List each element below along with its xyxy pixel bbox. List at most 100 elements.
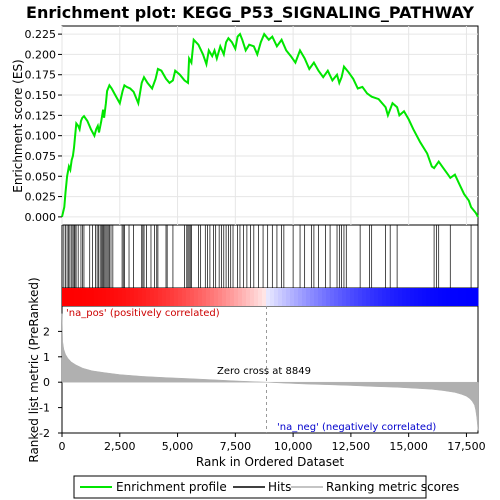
rank-band-segment — [286, 288, 291, 306]
rank-band-segment — [290, 288, 295, 306]
rank-band-segment — [118, 288, 123, 306]
rank-band-segment — [274, 288, 279, 306]
rank-band-segment — [338, 288, 343, 306]
rank-band-segment — [66, 288, 71, 306]
rank-band-segment — [334, 288, 339, 306]
rank-band-segment — [238, 288, 243, 306]
rank-band-segment — [414, 288, 419, 306]
legend-hits-label: Hits — [268, 480, 291, 494]
rank-band-segment — [322, 288, 327, 306]
rank-band-segment — [154, 288, 159, 306]
es-y-tick-label: 0.000 — [25, 211, 57, 224]
rank-band-segment — [382, 288, 387, 306]
rank-band-segment — [70, 288, 75, 306]
metric-y-tick-label: 2 — [43, 325, 50, 338]
rank-band-segment — [206, 288, 211, 306]
rank-band-segment — [442, 288, 447, 306]
rank-band-segment — [106, 288, 111, 306]
rank-band-segment — [226, 288, 231, 306]
es-y-tick-label: 0.150 — [25, 89, 57, 102]
rank-band-segment — [430, 288, 435, 306]
rank-band-segment — [362, 288, 367, 306]
x-tick-label: 2,500 — [104, 440, 136, 453]
x-tick-label: 15,000 — [389, 440, 428, 453]
rank-band-segment — [86, 288, 91, 306]
rank-band-segment — [470, 288, 475, 306]
rank-band-segment — [134, 288, 139, 306]
rank-band-segment — [230, 288, 235, 306]
rank-band-segment — [434, 288, 439, 306]
rank-band-segment — [102, 288, 107, 306]
rank-band-segment — [346, 288, 351, 306]
rank-band-segment — [390, 288, 395, 306]
rank-band-segment — [98, 288, 103, 306]
rank-band-segment — [438, 288, 443, 306]
rank-band-segment — [146, 288, 151, 306]
rank-band-segment — [266, 288, 271, 306]
enrichment-profile — [61, 32, 479, 218]
rank-band-segment — [114, 288, 119, 306]
rank-band-segment — [358, 288, 363, 306]
rank-band-segment — [374, 288, 379, 306]
rank-band-segment — [222, 288, 227, 306]
rank-band-segment — [82, 288, 87, 306]
rank-band-segment — [202, 288, 207, 306]
rank-band-segment — [214, 288, 219, 306]
x-tick-label: 10,000 — [274, 440, 313, 453]
ranking-metric-area — [61, 306, 479, 433]
rank-band-segment — [426, 288, 431, 306]
rank-band-segment — [258, 288, 263, 306]
chart-title: Enrichment plot: KEGG_P53_SIGNALING_PATH… — [26, 3, 474, 22]
rank-band-segment — [74, 288, 79, 306]
rank-band-segment — [466, 288, 471, 306]
rank-band-segment — [386, 288, 391, 306]
zero-cross-label: Zero cross at 8849 — [217, 366, 311, 377]
es-y-tick-label: 0.125 — [25, 109, 57, 122]
es-y-tick-label: 0.100 — [25, 130, 57, 143]
rank-band-segment — [306, 288, 311, 306]
rank-band-segment — [454, 288, 459, 306]
es-y-tick-label: 0.200 — [25, 48, 57, 61]
rank-band-segment — [394, 288, 399, 306]
rank-band-segment — [182, 288, 187, 306]
rank-band-segment — [130, 288, 135, 306]
rank-band-segment — [90, 288, 95, 306]
ranking-metric-fill — [61, 313, 479, 431]
legend-enrichment-label: Enrichment profile — [116, 480, 227, 494]
rank-band-segment — [246, 288, 251, 306]
es-y-tick-label: 0.050 — [25, 170, 57, 183]
rank-band-segment — [370, 288, 375, 306]
rank-band-segment — [398, 288, 403, 306]
neg-correlated-label: 'na_neg' (negatively correlated) — [277, 422, 436, 433]
es-y-axis: 0.000 0.025 0.050 0.075 0.100 0.125 0.150 0.175… — [25, 28, 62, 224]
es-y-tick-label: 0.025 — [25, 191, 57, 204]
rank-band-segment — [138, 288, 143, 306]
rank-band-segment — [122, 288, 127, 306]
rank-band-segment — [446, 288, 451, 306]
rank-band-segment — [282, 288, 287, 306]
rank-band-segment — [186, 288, 191, 306]
hits-barcode — [63, 225, 472, 288]
es-y-tick-label: 0.225 — [25, 28, 57, 41]
x-tick-label: 17,500 — [447, 440, 486, 453]
rank-band-segment — [126, 288, 131, 306]
metric-y-tick-label: -1 — [39, 402, 50, 415]
rank-band-segment — [210, 288, 215, 306]
x-tick-label: 12,500 — [332, 440, 371, 453]
legend: Enrichment profile Hits Ranking metric s… — [73, 475, 459, 499]
es-axis-title: Enrichment score (ES) — [11, 59, 25, 192]
rank-band-segment — [178, 288, 183, 306]
rank-band-segment — [166, 288, 171, 306]
rank-band-segment — [250, 288, 255, 306]
es-panel-frame — [61, 25, 479, 226]
rank-band-segment — [462, 288, 467, 306]
rank-band-segment — [458, 288, 463, 306]
rank-band-segment — [150, 288, 155, 306]
rank-band-segment — [78, 288, 83, 306]
x-tick-label: 5,000 — [162, 440, 194, 453]
rank-band-segment — [330, 288, 335, 306]
x-axis-title: Rank in Ordered Dataset — [196, 455, 344, 469]
enrichment-profile-line — [61, 32, 479, 218]
rank-band-segment — [170, 288, 175, 306]
